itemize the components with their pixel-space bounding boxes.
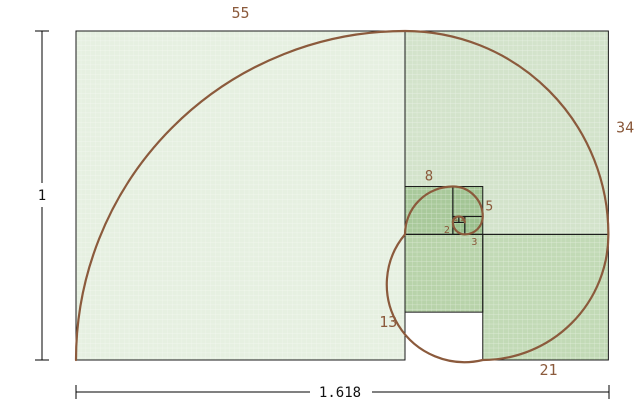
square-label-3: 3 bbox=[471, 237, 477, 248]
square-label-1-b: 1 bbox=[460, 215, 464, 223]
square-label-13: 13 bbox=[379, 313, 397, 331]
width-dimension-label: 1.618 bbox=[319, 385, 361, 401]
square-label-1: 1 bbox=[454, 215, 458, 223]
square-label-8: 8 bbox=[425, 169, 433, 185]
height-dimension: 1 bbox=[35, 30, 49, 361]
grid-overlay bbox=[76, 31, 609, 360]
golden-spiral bbox=[74, 29, 610, 364]
square-label-34: 34 bbox=[616, 119, 634, 137]
width-dimension: 1.618 bbox=[75, 385, 610, 401]
square-outlines bbox=[75, 30, 609, 361]
square-label-55: 55 bbox=[231, 4, 249, 22]
square-label-2: 2 bbox=[444, 225, 450, 236]
square-label-21: 21 bbox=[540, 361, 558, 379]
square-label-5: 5 bbox=[485, 199, 493, 214]
height-dimension-label: 1 bbox=[38, 188, 46, 204]
